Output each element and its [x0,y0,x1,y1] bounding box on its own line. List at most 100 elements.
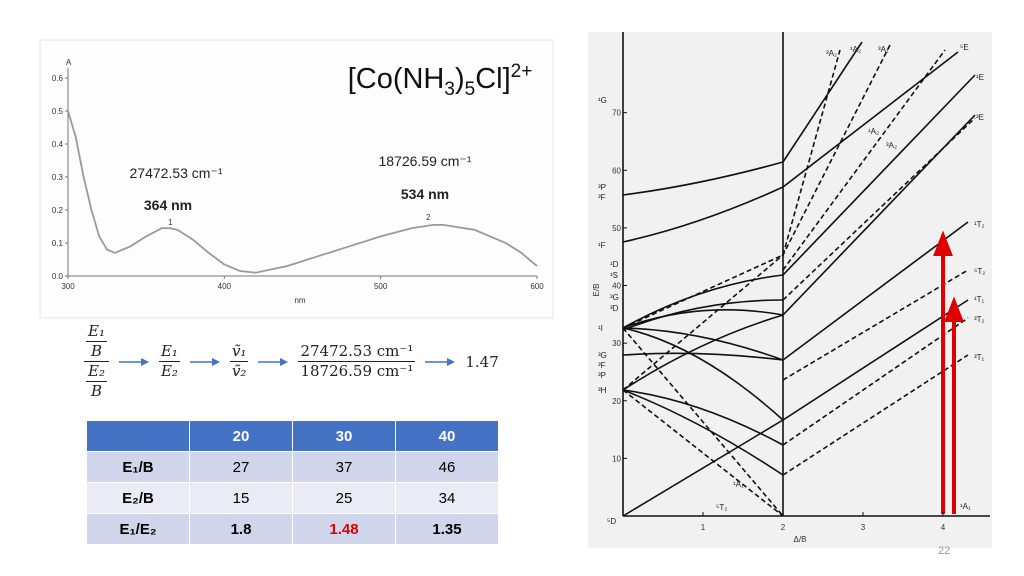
ts-curve [622,114,976,329]
x-axis-label: nm [294,296,305,305]
ts-curve [622,44,891,391]
y-tick-label: 60 [612,166,621,175]
math: B [90,342,102,360]
y-tick-label: 0.3 [52,173,64,182]
ts-curve [782,49,946,271]
header-cell: 20 [189,420,293,452]
arrow [189,357,220,366]
term-label: ¹S [610,271,618,280]
ts-curves [622,32,990,517]
cell: 1.48 [292,513,396,545]
cell: 15 [189,482,293,514]
ts-curve [782,317,969,446]
term-label: ³P [598,183,606,192]
annotation: 364 nm [144,197,192,213]
header-cell [86,420,190,452]
math: 18726.59 cm⁻¹ [300,362,414,380]
y-tick-label: 40 [612,282,621,291]
ts-curve [782,354,969,476]
ts-curve [782,269,969,381]
term-label: ¹F [598,241,606,250]
term-label: ³T₂ [974,315,985,324]
term-label: ⁵E [960,43,969,52]
ts-curve [622,352,784,361]
ts-curve [622,314,784,391]
term-label: ³E [976,113,984,122]
math: ṽ₁ [229,342,249,362]
ts-curve [622,299,784,331]
cell: 27 [189,451,293,483]
cell: 1.8 [189,513,293,545]
x-tick-label: 600 [530,282,544,291]
x-tick-label: 3 [861,523,866,532]
arrow [258,357,289,366]
term-label: ³F [598,361,606,370]
x-tick-label: 4 [941,523,946,532]
cell: 34 [395,482,499,514]
term-label: ³F [598,193,606,202]
term-labels: ¹G ³P ³F ¹F ¹D ¹S ³G ³D ¹I ³G ³F ³P ³H ⁵… [598,43,985,526]
math: E₁ [158,342,180,362]
term-label: ³H [598,386,607,395]
term-label: ³A₂ [826,49,837,58]
fraction: E₂ B [84,362,109,401]
term-label: ¹G [598,96,607,105]
header-cell: 30 [292,420,396,452]
peak-label: 2 [426,213,431,222]
term-label: ¹A₁ [960,502,971,511]
term-label: ³T₁ [974,353,985,362]
x-tick-label: 400 [218,282,232,291]
x-tick-label: 300 [61,282,75,291]
arrow [118,357,149,366]
fraction: E₁ B E₂ B [84,322,109,401]
term-label: ¹A₂ [868,127,879,136]
peak-label: 1 [168,218,173,227]
term-label: ³P [598,371,606,380]
y-tick-label: 20 [612,397,621,406]
cell: 37 [292,451,396,483]
term-label: ³A₁ [878,45,889,54]
page-number: 22 [938,545,950,557]
spectrum-line [67,110,538,274]
ts-curve [622,419,784,517]
row-label: E₁/E₂ [86,513,190,545]
cell: 46 [395,451,499,483]
term-label: ¹T₁ [974,295,985,304]
y-tick-label: 0.6 [52,74,64,83]
y-tick-label: 10 [612,454,621,463]
ts-curve [622,389,784,446]
equation: E₁ B E₂ B E₁ E₂ ṽ₁ ṽ₂ 27472.53 cm⁻¹ 18726.59 … [84,322,499,401]
math: B [90,382,102,400]
term-label: ¹E [976,73,984,82]
ts-curve [622,389,784,517]
y-tick-label: 70 [612,109,621,118]
arrow [425,357,456,366]
spectrum-chart: 0.0 0.1 0.2 0.3 0.4 0.5 0.6 300 400 500 600 [52,68,544,291]
ts-curve [622,51,959,243]
title-part: [Co(NH [348,63,445,95]
row-label: E₁/B [86,451,190,483]
data-table: 20 30 40 E₁/B 27 37 46 E₂/B 15 25 34 E₁/E₂ 1.8 1.4… [86,420,499,545]
x-tick-label: 2 [781,523,786,532]
term-label: ⁵D [607,517,616,526]
row-label: E₂/B [86,482,190,514]
x-axis-label: Δ/B [794,535,807,544]
ts-axes: 10 20 30 40 50 60 70 1 2 3 4 [612,109,946,532]
title: [Co(NH3)5Cl]2+ [348,61,533,100]
ts-panel [588,32,992,548]
ts-curve [622,327,784,517]
ts-curve [622,299,969,422]
math: E₁ [86,322,107,342]
row: E₁/E₂ 1.8 1.48 1.35 [86,513,499,545]
ts-curve [622,49,841,329]
fraction: E₁ E₂ [158,342,180,381]
title-part: Cl] [475,63,510,95]
math: E₂ [86,362,107,382]
x-tick-label: 500 [374,282,388,291]
y-tick-label: 0.0 [52,272,64,281]
term-label: ⁵T₂ [716,503,727,512]
title-part: ) [455,63,465,95]
ts-curve [622,74,976,329]
result: 1.47 [465,352,499,371]
ts-curve [622,41,863,196]
